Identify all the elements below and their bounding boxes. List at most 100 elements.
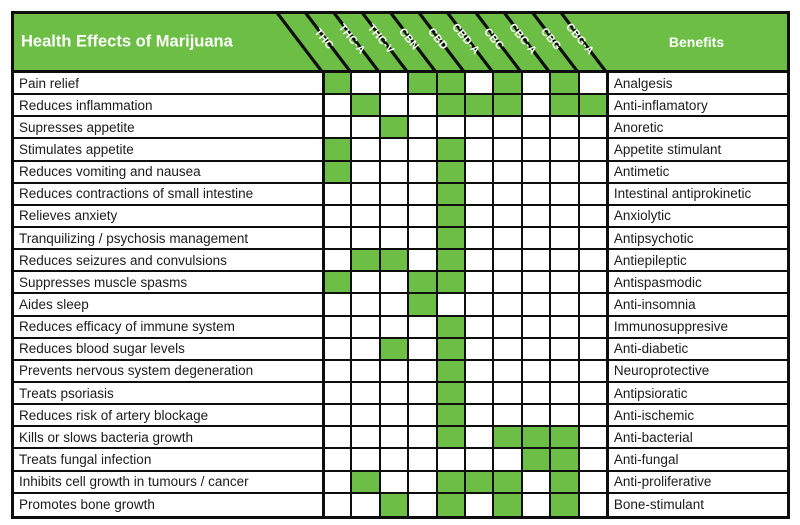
matrix-cell-cbn-off: [407, 316, 435, 337]
matrix-cell-cbc-off: [492, 139, 520, 160]
benefit-label: Anti-bacterial: [605, 427, 787, 448]
matrix-cell-cbc-on: [492, 95, 521, 116]
benefit-label: Intestinal antiprokinetic: [605, 183, 787, 204]
matrix-cell-cbg-off: [549, 183, 577, 204]
matrix-cell-cbg-a-off: [577, 405, 606, 426]
matrix-cell-cbg-a-off: [577, 294, 606, 315]
effect-label: Inhibits cell growth in tumours / cancer: [19, 474, 249, 490]
matrix-cell-thc-a-off: [350, 316, 378, 337]
matrix-cell-thc-v-on: [378, 117, 408, 138]
matrix-cell-cbc-on: [492, 471, 521, 492]
matrix-cell-cbc-a-off: [520, 73, 549, 94]
matrix-cell-cbd-a-off: [463, 117, 492, 138]
matrix-cell-cbg-off: [549, 338, 577, 359]
matrix-cell-cbd-on: [435, 405, 464, 426]
matrix-cell-cbc-a-off: [520, 139, 549, 160]
matrix-body: Pain relief Analgesis Reduces inflammation…: [14, 73, 787, 516]
matrix-cell-cbd-a-off: [463, 183, 492, 204]
matrix-cell-cbd-a-off: [463, 294, 492, 315]
table-row: Reduces blood sugar levels Anti-diabetic: [14, 338, 787, 361]
matrix-cell-cbd-a-off: [463, 316, 492, 337]
table-row: Aides sleep Anti-insomnia: [14, 294, 787, 317]
matrix-cell-cbc-off: [492, 382, 520, 404]
matrix-cell-thc-a-off: [350, 360, 378, 381]
matrix-cell-cbn-off: [407, 427, 435, 448]
matrix-cell-cbd-a-off: [463, 493, 492, 516]
matrix-cell-cbc-a-on: [520, 449, 550, 470]
matrix-cell-cbd-on: [435, 338, 464, 359]
matrix-cell-cbn-off: [407, 183, 435, 204]
matrix-cell-thc-v-off: [378, 227, 407, 249]
matrix-cell-cbd-a-on: [463, 95, 493, 116]
table-row: Treats psoriasis Antipsioratic: [14, 382, 787, 406]
table-header: Health Effects of Marijuana THC THC-A THC-…: [14, 14, 787, 73]
table-row: Supresses appetite Anoretic: [14, 117, 787, 140]
matrix-cell-cbn-off: [407, 205, 435, 226]
matrix-cell-thc-v-off: [378, 382, 407, 404]
matrix-cell-cbc-off: [492, 272, 520, 293]
matrix-cell-cbc-a-off: [520, 227, 549, 249]
table-row: Reduces vomiting and nausea Antimetic: [14, 161, 787, 184]
matrix-cell-cbc-a-off: [520, 183, 549, 204]
matrix-cell-cbd-a-off: [463, 360, 492, 381]
table-row: Treats fungal infection Anti-fungal: [14, 449, 787, 472]
matrix-cell-cbg-a-off: [577, 360, 606, 381]
matrix-cell-cbd-on: [435, 471, 464, 492]
matrix-cell-cbn-off: [407, 471, 435, 492]
matrix-cell-thc-off: [322, 95, 350, 116]
matrix-cell-cbg-off: [549, 117, 577, 138]
matrix-cell-cbn-off: [407, 360, 435, 381]
matrix-cell-cbg-off: [549, 316, 577, 337]
matrix-cell-cbc-on: [492, 493, 521, 516]
matrix-cell-thc-v-on: [378, 493, 408, 516]
matrix-cell-cbg-off: [549, 360, 577, 381]
matrix-cell-thc-a-off: [350, 405, 378, 426]
matrix-cell-cbd-a-off: [463, 405, 492, 426]
matrix-cell-thc-v-off: [378, 449, 407, 470]
matrix-cell-thc-on: [322, 161, 351, 182]
effect-label: Relieves anxiety: [19, 208, 118, 224]
effect-label: Kills or slows bacteria growth: [19, 429, 194, 445]
matrix-cell-cbd-a-off: [463, 250, 492, 271]
benefit-label: Neuroprotective: [605, 360, 787, 381]
matrix-cell-cbd-a-off: [463, 227, 492, 249]
matrix-cell-cbc-a-off: [520, 360, 549, 381]
matrix-cell-cbn-on: [407, 73, 436, 94]
effect-label: Reduces seizures and convulsions: [19, 252, 227, 268]
benefit-label: Anxiolytic: [605, 205, 787, 226]
benefit-label: Antispasmodic: [605, 272, 787, 293]
matrix-cell-cbd-off: [435, 294, 464, 315]
matrix-cell-cbg-a-off: [577, 493, 606, 516]
matrix-cell-thc-v-off: [378, 183, 407, 204]
matrix-cell-cbg-off: [549, 250, 577, 271]
table-row: Relieves anxiety Anxiolytic: [14, 205, 787, 228]
matrix-cell-cbg-on: [549, 449, 578, 470]
effect-label: Treats psoriasis: [19, 385, 114, 401]
matrix-cell-cbc-a-off: [520, 382, 549, 404]
matrix-cell-cbg-a-off: [577, 427, 606, 448]
matrix-cell-thc-a-off: [350, 493, 378, 516]
matrix-cell-thc-off: [322, 493, 350, 516]
matrix-cell-cbg-a-off: [577, 117, 606, 138]
matrix-cell-cbc-off: [492, 117, 520, 138]
effect-label: Reduces vomiting and nausea: [19, 164, 201, 180]
effect-label: Tranquilizing / psychosis management: [19, 230, 249, 246]
table-row: Suppresses muscle spasms Antispasmodic: [14, 272, 787, 295]
matrix-cell-cbn-off: [407, 382, 435, 404]
matrix-cell-thc-a-off: [350, 227, 378, 249]
matrix-cell-thc-a-off: [350, 294, 378, 315]
matrix-cell-cbd-on: [435, 73, 464, 94]
matrix-cell-thc-off: [322, 250, 350, 271]
matrix-cell-thc-off: [322, 205, 350, 226]
benefit-label: Antiepileptic: [605, 250, 787, 271]
matrix-cell-cbg-off: [549, 294, 577, 315]
effect-label: Treats fungal infection: [19, 451, 152, 467]
matrix-cell-cbd-on: [435, 382, 464, 404]
matrix-cell-cbg-on: [549, 427, 578, 448]
matrix-cell-cbc-off: [492, 449, 520, 470]
matrix-cell-cbc-on: [492, 427, 521, 448]
matrix-cell-thc-a-off: [350, 73, 378, 94]
matrix-cell-cbg-on: [549, 73, 578, 94]
effect-label: Reduces efficacy of immune system: [19, 319, 235, 335]
matrix-cell-cbd-on: [435, 183, 464, 204]
